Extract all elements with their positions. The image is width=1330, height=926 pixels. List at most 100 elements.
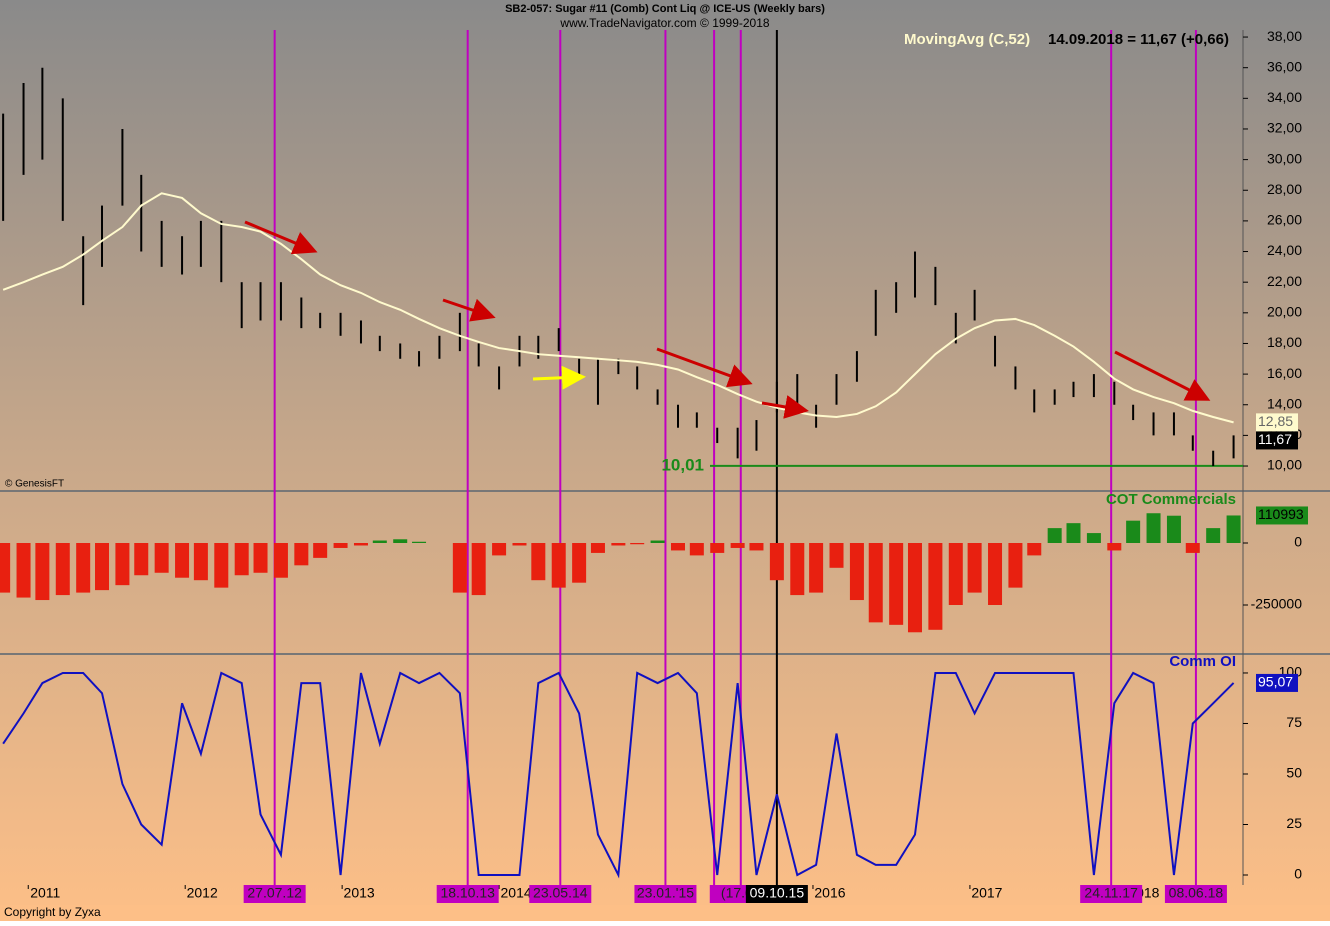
last-price-label: 11,67 xyxy=(1258,431,1292,447)
y-tick-label: 0 xyxy=(1294,866,1302,882)
cot-bar xyxy=(234,542,249,576)
cot-bar xyxy=(95,542,110,591)
cot-bar xyxy=(16,542,31,598)
y-tick-label: -250000 xyxy=(1251,596,1303,612)
marker-label: 08.06.18 xyxy=(1169,885,1224,901)
cot-bar xyxy=(928,542,943,630)
y-tick-label: 26,00 xyxy=(1267,212,1302,228)
marker-label-box xyxy=(745,885,808,903)
cot-bar xyxy=(630,542,645,545)
y-tick-label: 10,00 xyxy=(1267,457,1302,473)
cot-bar xyxy=(730,542,745,548)
x-tick-label: 2013 xyxy=(344,885,375,901)
marker-label-box xyxy=(529,885,592,903)
cot-bar xyxy=(689,542,704,556)
y-tick-label: 50 xyxy=(1286,765,1302,781)
panel-title: Comm OI xyxy=(1169,653,1236,670)
cot-bar xyxy=(154,542,169,573)
y-tick-label: 18,00 xyxy=(1267,334,1302,350)
cot-bar xyxy=(1047,528,1062,543)
source: © GenesisFT xyxy=(5,479,64,490)
y-tick-label: 30,00 xyxy=(1267,150,1302,166)
marker-label: 18.10.13 xyxy=(440,885,495,901)
last-label: 95,07 xyxy=(1258,674,1293,690)
cot-bar xyxy=(134,542,149,576)
cot-bar xyxy=(948,542,963,606)
y-tick-label: 16,00 xyxy=(1267,365,1302,381)
oi-line xyxy=(2,671,1235,879)
y-tick-label: 24,00 xyxy=(1267,242,1302,258)
cot-bar xyxy=(551,542,566,588)
marker-label-box xyxy=(243,885,306,903)
cot-bar xyxy=(849,542,864,601)
y-tick-label: 34,00 xyxy=(1267,89,1302,105)
cot-bar xyxy=(1066,523,1081,543)
cot-bar xyxy=(313,542,328,558)
cot-bar xyxy=(967,542,982,593)
y-tick-label: 75 xyxy=(1286,714,1302,730)
cot-bar xyxy=(452,542,467,593)
cot-bar xyxy=(790,542,805,596)
arrow xyxy=(656,347,753,388)
cot-bar xyxy=(253,542,268,573)
x-tick-label: 2016 xyxy=(814,885,845,901)
marker-label: 23.01.'15 xyxy=(637,885,694,901)
cot-bar xyxy=(1086,533,1101,543)
cot-bar xyxy=(492,542,507,556)
last-box xyxy=(1256,673,1298,692)
cot-bar xyxy=(769,542,784,581)
cot-bar xyxy=(749,542,764,551)
x-tick-label: 2012 xyxy=(187,885,218,901)
cot-bar xyxy=(1146,513,1161,543)
last-box xyxy=(1256,506,1308,525)
y-tick-label: 22,00 xyxy=(1267,273,1302,289)
cot-bar xyxy=(393,539,408,543)
cot-bar xyxy=(671,542,685,551)
cot-bar xyxy=(55,542,70,596)
ma-last-label-box xyxy=(1256,413,1298,432)
cot-bar xyxy=(1166,515,1181,543)
cot-bar xyxy=(35,542,50,601)
cot-bar xyxy=(193,542,208,581)
cot-bar xyxy=(412,541,427,543)
cot-bar xyxy=(333,542,348,548)
cot-bar xyxy=(1027,542,1042,556)
cot-bar xyxy=(175,542,190,578)
arrow xyxy=(1114,350,1211,401)
marker-label-box xyxy=(436,885,499,903)
cot-bar xyxy=(1008,542,1023,588)
marker-label-box xyxy=(634,885,697,903)
cot-bar xyxy=(1107,542,1122,551)
ma-last-label: 12,85 xyxy=(1258,413,1293,429)
cot-bar xyxy=(907,542,922,633)
marker-label-box xyxy=(1164,885,1227,903)
y-tick-label: 36,00 xyxy=(1267,58,1302,74)
marker-label: 24.11.17 xyxy=(1084,885,1138,901)
chart-subtitle: www.TradeNavigator.com © 1999-2018 xyxy=(559,16,769,30)
cot-bar xyxy=(294,542,309,566)
cot-bar xyxy=(76,542,91,593)
x-tick-label: 2017 xyxy=(971,885,1002,901)
marker-label-box xyxy=(1080,885,1143,903)
legend-entry: MovingAvg (C,52) xyxy=(904,31,1030,48)
cot-bar xyxy=(115,542,130,586)
cot-bar xyxy=(471,542,486,596)
last-price-mark xyxy=(1256,431,1298,450)
cot-bar xyxy=(572,542,587,583)
cot-bar xyxy=(710,542,725,553)
cot-bar xyxy=(214,542,229,588)
cot-bar xyxy=(372,540,387,543)
cot-bar xyxy=(353,542,368,546)
cot-bar xyxy=(590,542,605,553)
cot-bar xyxy=(1206,528,1221,543)
footer-band xyxy=(0,905,1330,921)
readout: 14.09.2018 = 11,67 (+0,66) xyxy=(1048,31,1229,48)
x-tick-label: 2011 xyxy=(30,885,60,901)
arrow xyxy=(532,365,586,390)
annotations xyxy=(244,220,1211,419)
cot-bar xyxy=(1226,515,1241,543)
marker-label: 09.10.15 xyxy=(750,885,805,901)
y-tick-label: 25 xyxy=(1286,815,1302,831)
y-tick-label: 0 xyxy=(1294,534,1302,550)
